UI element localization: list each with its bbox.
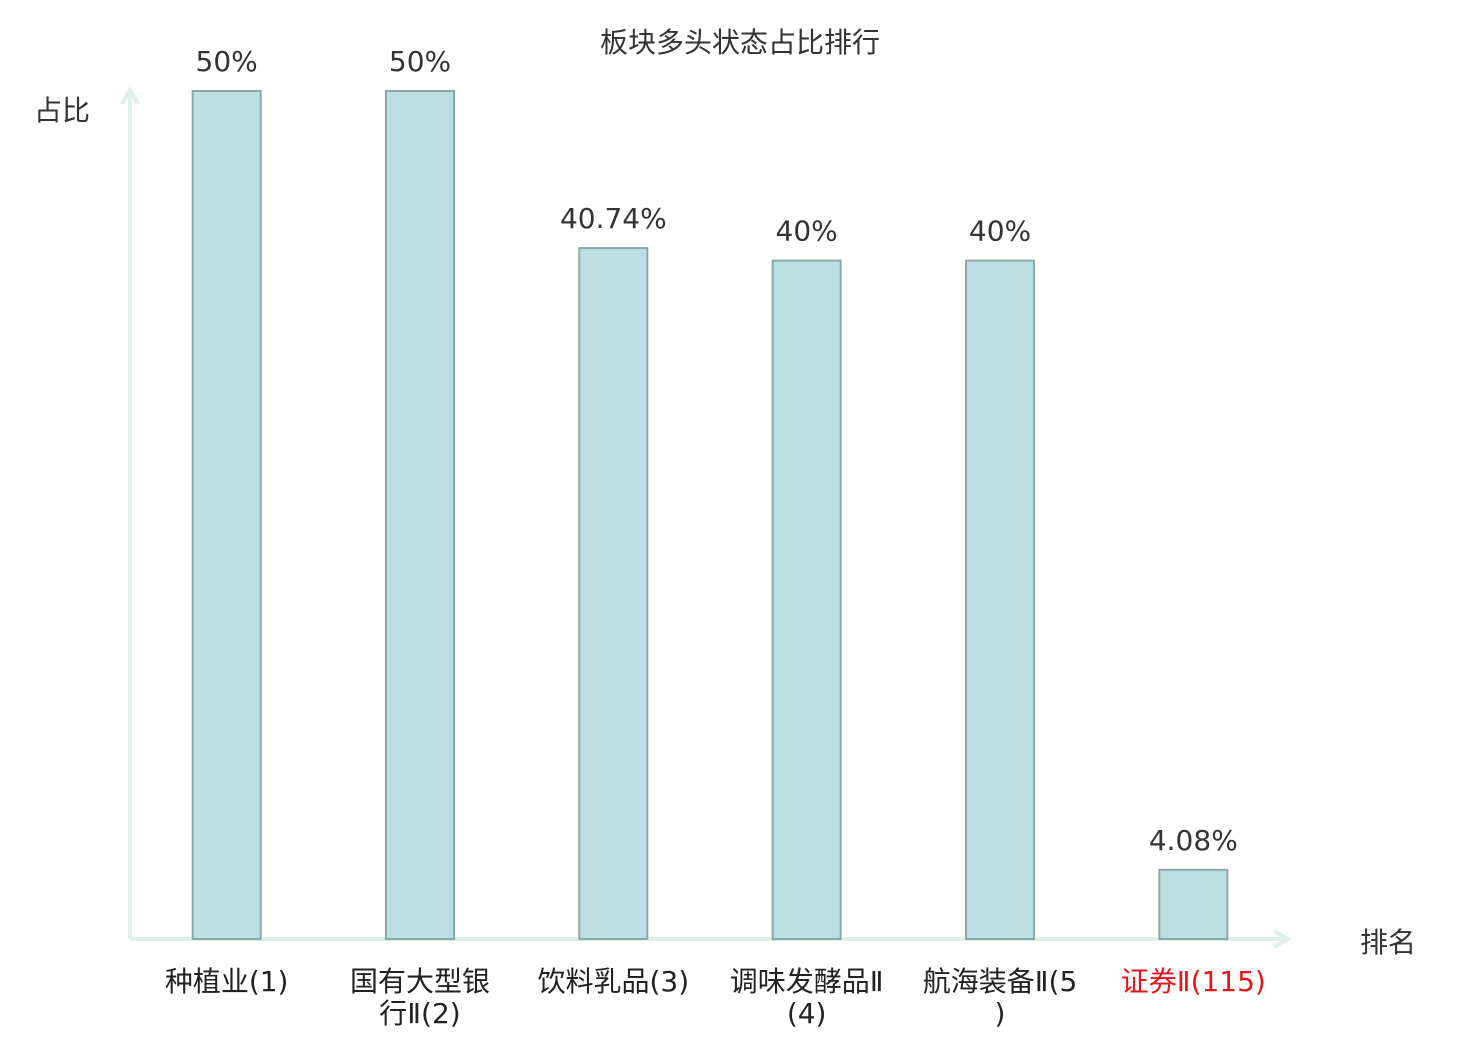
- value-label: 40.74%: [560, 202, 667, 235]
- x-tick-label: 饮料乳品(3): [537, 965, 690, 998]
- bar: [771, 259, 842, 941]
- value-label: 4.08%: [1149, 824, 1238, 857]
- y-axis: [120, 85, 140, 939]
- bar: [965, 259, 1035, 941]
- value-label: 50%: [196, 45, 258, 78]
- bar: [578, 247, 649, 940]
- value-label: 40%: [776, 215, 838, 248]
- x-tick-label: 国有大型银行Ⅱ(2): [349, 965, 490, 1030]
- y-axis-label: 占比: [34, 94, 90, 127]
- bar: [385, 90, 455, 940]
- x-tick-label: 调味发酵品Ⅱ(4): [729, 965, 884, 1030]
- value-label: 50%: [389, 45, 451, 78]
- x-tick-label: 航海装备Ⅱ(5): [922, 965, 1078, 1030]
- x-axis: [130, 929, 1293, 949]
- bar: [191, 90, 262, 940]
- x-tick-label: 证券Ⅱ(115): [1120, 965, 1266, 998]
- value-label: 40%: [969, 215, 1031, 248]
- x-axis-label: 排名: [1360, 926, 1416, 959]
- chart-title: 板块多头状态占比排行: [600, 26, 880, 59]
- x-tick-label: 种植业(1): [164, 965, 289, 998]
- bar: [1158, 868, 1229, 941]
